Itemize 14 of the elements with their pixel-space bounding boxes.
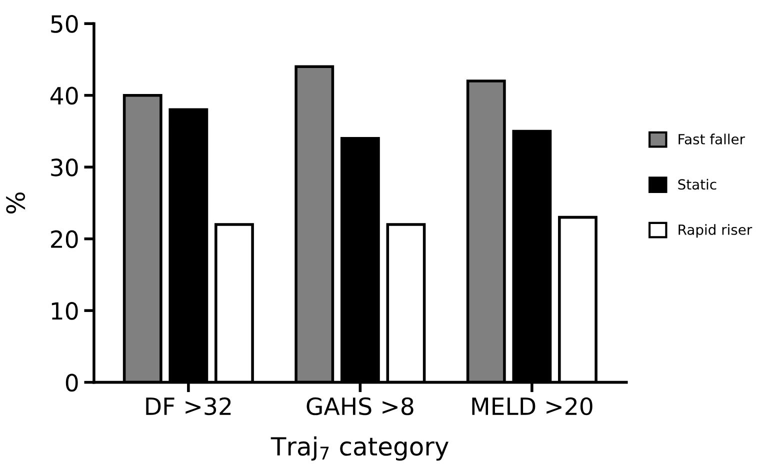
- legend-label: Rapid riser: [678, 224, 752, 238]
- y-tick-label: 10: [52, 302, 78, 320]
- x-tick-label: MELD >20: [472, 397, 592, 416]
- x-tick-label: DF >32: [146, 397, 231, 416]
- legend-label: Fast faller: [678, 134, 746, 144]
- legend-label: Static: [678, 178, 716, 190]
- y-axis-title: %: [6, 192, 26, 214]
- y-tick-label: 50: [51, 15, 78, 33]
- x-tick-label: GAHS >8: [306, 397, 414, 416]
- y-tick-label: 20: [51, 230, 78, 248]
- y-tick-label: 30: [51, 158, 78, 176]
- x-axis-title: Traj$_{7}$ category: [270, 436, 448, 461]
- y-tick-label: 0: [66, 374, 78, 392]
- y-tick-label: 40: [50, 86, 78, 105]
